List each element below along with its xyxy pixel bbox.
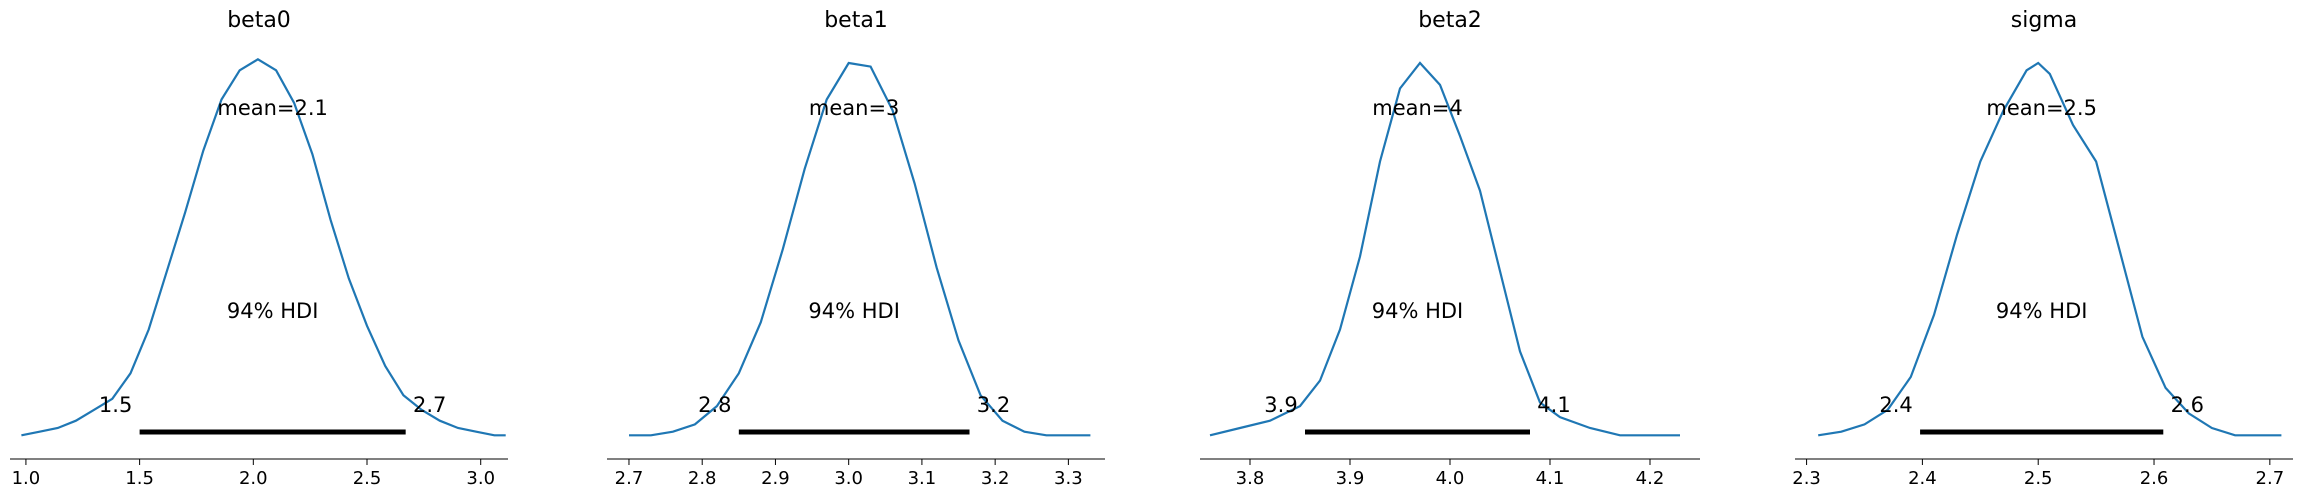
x-tick-label: 2.7 xyxy=(2256,468,2285,489)
hdi-low-label: 3.9 xyxy=(1264,393,1297,417)
x-tick-label: 1.0 xyxy=(12,468,41,489)
x-tick-label: 2.9 xyxy=(761,468,790,489)
x-tick-label: 3.0 xyxy=(466,468,495,489)
x-tick-label: 2.6 xyxy=(2140,468,2169,489)
mean-label: mean=4 xyxy=(1372,96,1463,120)
posterior-density-curve xyxy=(1209,61,1680,437)
x-tick-label: 3.1 xyxy=(908,468,937,489)
hdi-low-label: 2.8 xyxy=(698,393,731,417)
panel-beta2: beta2 mean=4 94% HDI 3.9 4.1 3.8 3.9 4.0 4.1 4.2 xyxy=(1200,8,1700,489)
x-tick-label: 3.9 xyxy=(1336,468,1365,489)
panel-beta0: beta0 mean=2.1 94% HDI 1.5 2.7 1.0 1.5 2.0 2.5 3.… xyxy=(10,8,508,489)
hdi-high-label: 4.1 xyxy=(1537,393,1570,417)
x-tick-label: 3.2 xyxy=(981,468,1010,489)
hdi-low-label: 1.5 xyxy=(99,393,132,417)
hdi-high-label: 3.2 xyxy=(977,393,1010,417)
x-tick-label: 2.8 xyxy=(688,468,717,489)
hdi-high-label: 2.6 xyxy=(2171,393,2204,417)
mean-label: mean=2.5 xyxy=(1986,96,2097,120)
x-tick-label: 3.3 xyxy=(1054,468,1083,489)
x-tick-label: 2.5 xyxy=(353,468,382,489)
posterior-density-curve xyxy=(21,58,506,437)
x-tick-label: 4.1 xyxy=(1536,468,1565,489)
mean-label: mean=2.1 xyxy=(217,96,328,120)
mean-label: mean=3 xyxy=(809,96,900,120)
panel-beta1: beta1 mean=3 94% HDI 2.8 3.2 2.7 2.8 2.9 3.0 3.1 3… xyxy=(607,8,1105,489)
x-tick-label: 3.0 xyxy=(834,468,863,489)
hdi-label: 94% HDI xyxy=(1372,299,1464,323)
x-tick-label: 2.5 xyxy=(2024,468,2053,489)
posterior-density-curve xyxy=(629,61,1091,437)
hdi-high-label: 2.7 xyxy=(413,393,446,417)
hdi-low-label: 2.4 xyxy=(1879,393,1912,417)
hdi-label: 94% HDI xyxy=(1996,299,2088,323)
x-tick-label: 3.8 xyxy=(1236,468,1265,489)
x-tick-label: 4.2 xyxy=(1636,468,1665,489)
x-tick-label: 2.7 xyxy=(615,468,644,489)
panel-title: beta1 xyxy=(824,8,888,33)
panel-title: beta2 xyxy=(1418,8,1482,33)
panel-title: sigma xyxy=(2011,8,2077,33)
posterior-density-curve xyxy=(1818,61,2282,437)
panel-sigma: sigma mean=2.5 94% HDI 2.4 2.6 2.3 2.4 2.5 2.6 2.… xyxy=(1792,8,2293,489)
hdi-label: 94% HDI xyxy=(808,299,900,323)
x-tick-label: 2.4 xyxy=(1908,468,1937,489)
hdi-label: 94% HDI xyxy=(227,299,319,323)
x-tick-label: 4.0 xyxy=(1436,468,1465,489)
x-tick-label: 1.5 xyxy=(125,468,154,489)
panel-title: beta0 xyxy=(227,8,291,33)
x-tick-label: 2.3 xyxy=(1792,468,1821,489)
x-tick-label: 2.0 xyxy=(239,468,268,489)
